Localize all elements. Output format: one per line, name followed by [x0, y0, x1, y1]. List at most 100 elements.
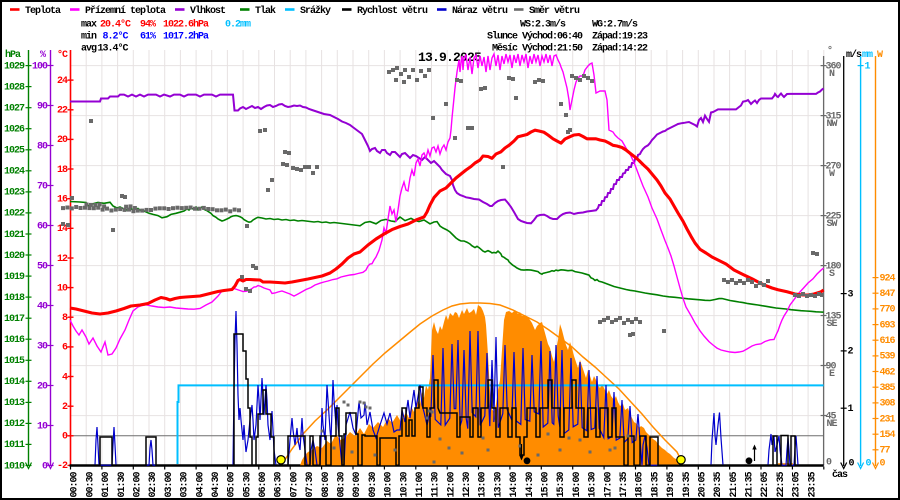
svg-text:1: 1: [865, 61, 871, 72]
svg-text:19:35: 19:35: [682, 471, 693, 497]
svg-text:61%: 61%: [140, 32, 156, 43]
svg-text:Přízemní teplota: Přízemní teplota: [85, 5, 166, 17]
svg-text:1: 1: [848, 404, 854, 415]
svg-text:11:30: 11:30: [431, 471, 442, 497]
svg-text:03:30: 03:30: [180, 471, 191, 497]
svg-text:21:05: 21:05: [729, 471, 740, 497]
svg-text:Tlak: Tlak: [255, 5, 276, 17]
svg-text:22: 22: [57, 106, 68, 117]
svg-text:01:00: 01:00: [101, 471, 112, 497]
svg-text:12:30: 12:30: [462, 471, 473, 497]
svg-text:360: 360: [826, 61, 842, 72]
svg-text:08:30: 08:30: [337, 471, 348, 497]
svg-text:17:35: 17:35: [619, 471, 630, 497]
svg-text:90: 90: [826, 361, 837, 372]
svg-text:16: 16: [57, 195, 68, 206]
svg-text:1010: 1010: [4, 461, 25, 472]
svg-text:Východ:21:50: Východ:21:50: [522, 43, 583, 55]
svg-text:10: 10: [37, 421, 48, 432]
svg-text:0: 0: [866, 459, 872, 470]
svg-text:NW: NW: [827, 119, 838, 130]
svg-text:00:30: 00:30: [85, 471, 96, 497]
svg-text:Východ:06:40: Východ:06:40: [522, 31, 583, 43]
svg-text:1015: 1015: [4, 356, 25, 367]
svg-text:Náraz větru: Náraz větru: [452, 5, 508, 17]
svg-text:847: 847: [880, 289, 896, 300]
svg-text:22:35: 22:35: [776, 471, 787, 497]
svg-text:m/s: m/s: [846, 49, 862, 61]
svg-text:1026: 1026: [4, 125, 25, 136]
svg-text:8.2°C: 8.2°C: [103, 31, 129, 43]
svg-text:315: 315: [826, 111, 842, 122]
svg-text:60: 60: [37, 221, 48, 232]
svg-text:0.2mm: 0.2mm: [225, 20, 251, 31]
svg-text:max: max: [81, 20, 97, 31]
svg-text:N: N: [829, 69, 835, 80]
svg-text:3: 3: [848, 289, 854, 300]
svg-text:462: 462: [880, 367, 896, 378]
svg-text:čas: čas: [832, 469, 848, 481]
svg-text:Slunce: Slunce: [487, 31, 518, 43]
svg-text:NE: NE: [827, 419, 838, 430]
svg-text:11:00: 11:00: [415, 471, 426, 497]
svg-text:924: 924: [880, 273, 896, 284]
svg-text:07:30: 07:30: [305, 471, 316, 497]
svg-text:23:05: 23:05: [792, 471, 803, 497]
svg-text:Západ:14:22: Západ:14:22: [592, 43, 648, 55]
svg-text:1021: 1021: [4, 230, 25, 241]
svg-text:16:30: 16:30: [588, 471, 599, 497]
svg-text:20:35: 20:35: [713, 471, 724, 497]
svg-text:Měsíc: Měsíc: [492, 43, 518, 55]
svg-text:10:30: 10:30: [399, 471, 410, 497]
svg-text:10:00: 10:00: [384, 471, 395, 497]
svg-text:S: S: [829, 269, 835, 280]
svg-text:154: 154: [880, 430, 896, 441]
svg-text:13:00: 13:00: [478, 471, 489, 497]
svg-text:1022.6hPa: 1022.6hPa: [163, 19, 209, 31]
svg-text:1011: 1011: [4, 440, 25, 451]
svg-text:10: 10: [57, 283, 68, 294]
svg-text:°C: °C: [57, 49, 68, 61]
svg-text:1028: 1028: [4, 82, 25, 93]
svg-text:Teplota: Teplota: [25, 5, 61, 17]
svg-text:0: 0: [826, 458, 832, 469]
svg-text:180: 180: [826, 261, 842, 272]
svg-text:06:30: 06:30: [274, 471, 285, 497]
svg-text:Směr větru: Směr větru: [529, 5, 580, 17]
svg-text:77: 77: [880, 446, 891, 457]
svg-text:20:05: 20:05: [698, 471, 709, 497]
svg-text:18: 18: [57, 165, 68, 176]
svg-text:23:35: 23:35: [807, 471, 818, 497]
svg-text:21:35: 21:35: [745, 471, 756, 497]
svg-text:1024: 1024: [4, 167, 25, 178]
svg-text:04:00: 04:00: [195, 471, 206, 497]
svg-text:2: 2: [62, 402, 68, 413]
svg-text:1019: 1019: [4, 272, 25, 283]
svg-text:1023: 1023: [4, 188, 25, 199]
svg-text:Vlhkost: Vlhkost: [190, 5, 226, 17]
svg-text:14: 14: [57, 224, 68, 235]
svg-text:8: 8: [62, 313, 68, 324]
svg-text:80: 80: [37, 141, 48, 152]
svg-text:15:30: 15:30: [556, 471, 567, 497]
svg-text:90: 90: [37, 101, 48, 112]
svg-text:WS:2.3m/s: WS:2.3m/s: [520, 19, 566, 31]
svg-text:02:00: 02:00: [133, 471, 144, 497]
svg-text:09:30: 09:30: [368, 471, 379, 497]
svg-text:14:30: 14:30: [525, 471, 536, 497]
svg-text:0: 0: [42, 461, 48, 472]
svg-text:W: W: [829, 169, 835, 180]
svg-text:06:00: 06:00: [258, 471, 269, 497]
svg-text:225: 225: [826, 211, 842, 222]
svg-text:45: 45: [826, 411, 837, 422]
svg-text:SE: SE: [827, 319, 838, 330]
svg-text:05:00: 05:00: [227, 471, 238, 497]
svg-text:05:30: 05:30: [242, 471, 253, 497]
svg-text:94%: 94%: [140, 20, 156, 31]
svg-text:231: 231: [880, 414, 896, 425]
svg-text:20: 20: [37, 381, 48, 392]
svg-text:04:30: 04:30: [211, 471, 222, 497]
svg-text:1020: 1020: [4, 251, 25, 262]
svg-text:-2: -2: [57, 461, 68, 472]
svg-text:18:05: 18:05: [635, 471, 646, 497]
